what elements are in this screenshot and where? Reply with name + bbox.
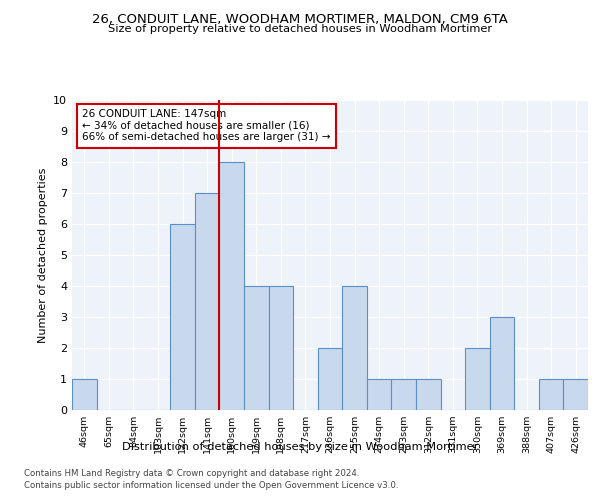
Text: Contains HM Land Registry data © Crown copyright and database right 2024.: Contains HM Land Registry data © Crown c… xyxy=(24,468,359,477)
Text: Size of property relative to detached houses in Woodham Mortimer: Size of property relative to detached ho… xyxy=(108,24,492,34)
Bar xyxy=(72,379,97,410)
Bar xyxy=(367,379,391,410)
Bar xyxy=(342,286,367,410)
Y-axis label: Number of detached properties: Number of detached properties xyxy=(38,168,47,342)
Bar xyxy=(490,317,514,410)
Bar xyxy=(416,379,440,410)
Bar xyxy=(170,224,195,410)
Bar xyxy=(465,348,490,410)
Bar xyxy=(269,286,293,410)
Bar xyxy=(195,193,220,410)
Bar xyxy=(539,379,563,410)
Text: Distribution of detached houses by size in Woodham Mortimer: Distribution of detached houses by size … xyxy=(122,442,478,452)
Text: 26 CONDUIT LANE: 147sqm
← 34% of detached houses are smaller (16)
66% of semi-de: 26 CONDUIT LANE: 147sqm ← 34% of detache… xyxy=(82,110,331,142)
Text: 26, CONDUIT LANE, WOODHAM MORTIMER, MALDON, CM9 6TA: 26, CONDUIT LANE, WOODHAM MORTIMER, MALD… xyxy=(92,12,508,26)
Bar xyxy=(563,379,588,410)
Bar xyxy=(220,162,244,410)
Bar xyxy=(244,286,269,410)
Text: Contains public sector information licensed under the Open Government Licence v3: Contains public sector information licen… xyxy=(24,481,398,490)
Bar xyxy=(391,379,416,410)
Bar xyxy=(318,348,342,410)
